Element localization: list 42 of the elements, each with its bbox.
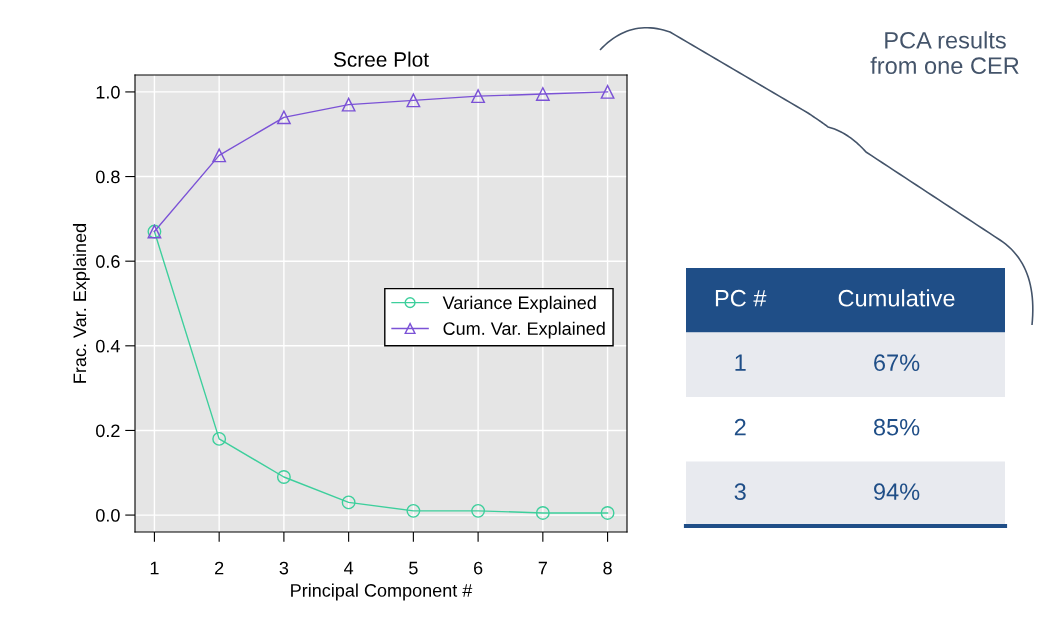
y-tick-label: 0.8 [96,170,120,184]
category-label: Cumulative [838,289,955,307]
y-tick-label: 0.4 [96,339,120,353]
point [406,93,421,108]
text: 94% [874,483,920,501]
x-tick-label: 3 [279,561,289,575]
y-axis-title: Frac. Var. Explained [72,224,90,383]
text: 85% [873,418,920,436]
y-tick-label: 0.2 [96,424,120,438]
y-tick-label: 0.6 [96,255,120,268]
text: 3 [734,483,746,501]
x-tick-label: 8 [603,561,612,575]
point [212,431,227,446]
y-tick-label: 1.0 [96,85,120,99]
point [276,110,291,125]
x-tick-label: 2 [215,561,224,575]
point [341,495,356,510]
x-tick-label: 7 [538,561,547,575]
point [212,148,227,163]
x-axis-title: Principal Component # [291,583,473,601]
x-tick-label: 6 [474,561,483,575]
legend-label: Cum. Var. Explained [443,321,605,339]
point [341,97,356,112]
point [535,506,550,520]
point [406,503,421,518]
point [471,89,486,104]
point [600,506,615,520]
legend-label: Variance Explained [442,295,596,313]
point [471,503,486,518]
text: 67% [874,354,920,372]
text: 1 [735,354,746,371]
category-label: PC # [715,289,767,307]
y-tick-label: 0.0 [96,509,120,522]
x-tick-label: 5 [409,561,418,575]
x-tick-label: 4 [344,561,354,575]
point [535,87,550,101]
text: 2 [734,418,746,436]
text: PCA results from one CER [870,31,1019,75]
x-tick-label: 1 [150,561,159,575]
point [276,470,291,484]
chart-title: Scree Plot [333,51,429,67]
point [600,84,615,99]
